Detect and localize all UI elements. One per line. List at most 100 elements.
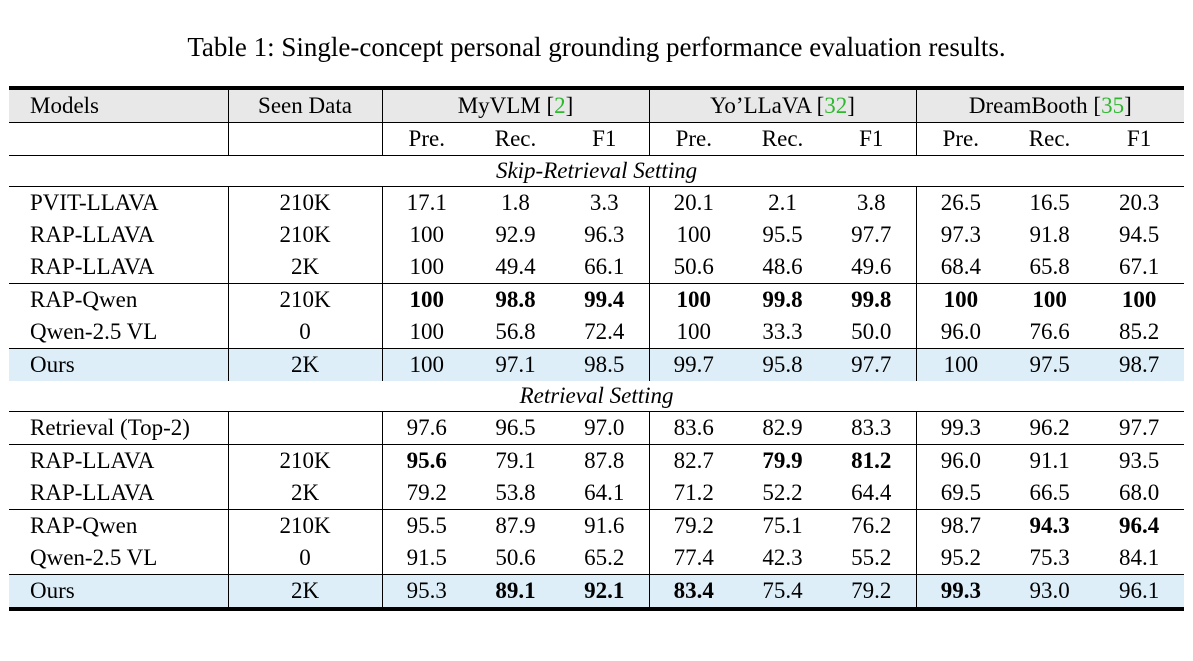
metric-value-cell: 64.4	[827, 477, 917, 510]
seen-data-cell	[228, 411, 383, 445]
table-row: PVIT-LLAVA 210K 17.1 1.8 3.3 20.1 2.1 3.8 26.5 16…	[9, 186, 1184, 219]
metric-value-cell: 77.4	[673, 545, 714, 570]
metric-header: Pre.	[382, 122, 471, 156]
best-value: 89.1	[495, 578, 536, 603]
metric-value-cell: 55.2	[827, 542, 917, 575]
best-value: 92.1	[584, 578, 625, 603]
model-name-cell: Retrieval (Top-2)	[9, 411, 229, 445]
table-body: Skip-Retrieval Setting PVIT-LLAVA 210K 17.1…	[9, 155, 1185, 610]
metric-value-cell: 95.2	[940, 545, 981, 570]
metric-value-cell: 97.0	[560, 411, 650, 445]
table-row: RAP-LLAVA 2K 100 49.4 66.1 50.6 48.6 49.6 68.4 65…	[9, 251, 1184, 284]
table-row: RAP-LLAVA 210K 100 92.9 96.3 100 95.5 97.7 97.3 9…	[9, 219, 1184, 251]
metric-value-cell: 52.2	[762, 480, 803, 505]
citation-link[interactable]: 35	[1101, 93, 1125, 118]
metric-value-cell: 96.4	[1094, 509, 1185, 542]
metric-value-cell: 48.6	[762, 254, 803, 279]
metric-value-cell: 42.3	[762, 545, 803, 570]
best-value: 100	[409, 287, 445, 312]
metric-value-cell: 99.8	[827, 283, 917, 316]
metric-value-cell: 66.1	[560, 251, 650, 284]
header-models: Models	[9, 88, 229, 123]
metric-value-cell: 75.1	[738, 509, 828, 542]
table-row: Qwen-2.5 VL 0 100 56.8 72.4 100 33.3 50.0 96.0 76…	[9, 316, 1184, 349]
metric-header: Rec.	[1005, 122, 1095, 156]
metric-value-cell: 100	[676, 222, 712, 247]
section-row: Retrieval Setting	[9, 381, 1185, 412]
table-row: Ours 2K 95.3 89.1 92.1 83.4 75.4 79.2 99.3 93.0 96…	[9, 574, 1185, 610]
metric-value-cell: 94.5	[1118, 222, 1160, 247]
seen-data-cell: 2K	[228, 574, 383, 610]
metric-value-cell: 97.7	[827, 219, 917, 251]
metric-value-cell: 95.5	[762, 222, 803, 247]
metric-value-cell: 26.5	[940, 190, 981, 215]
metric-value-cell: 65.8	[1029, 254, 1070, 279]
header-group-myvlm: MyVLM [2]	[382, 88, 650, 123]
metric-value-cell: 95.6	[382, 444, 471, 477]
metric-value-cell: 66.5	[1029, 480, 1070, 505]
metric-value-cell: 16.5	[1029, 190, 1070, 215]
model-name-cell: RAP-Qwen	[9, 509, 229, 542]
best-value: 95.6	[406, 448, 447, 473]
metric-value-cell: 72.4	[560, 316, 650, 349]
metric-value-cell: 100	[1005, 283, 1095, 316]
seen-data-cell: 210K	[228, 509, 383, 542]
best-value: 100	[1121, 287, 1157, 312]
model-name-cell: Qwen-2.5 VL	[9, 542, 229, 575]
metric-header: F1	[1094, 122, 1185, 156]
citation-link[interactable]: 2	[554, 93, 566, 118]
metric-value-cell: 100	[676, 319, 712, 344]
model-name-cell: RAP-LLAVA	[9, 251, 229, 284]
metric-value-cell: 64.1	[560, 477, 650, 510]
seen-data-cell: 210K	[228, 283, 383, 316]
metric-value-cell: 71.2	[673, 480, 714, 505]
metric-value-cell: 98.5	[560, 348, 650, 381]
table-row: RAP-Qwen 210K 95.5 87.9 91.6 79.2 75.1 76.2 98.7…	[9, 509, 1185, 542]
metric-value-cell: 94.3	[1005, 509, 1095, 542]
metric-value-cell: 2.1	[768, 190, 797, 215]
best-value: 99.8	[762, 287, 803, 312]
section-title: Skip-Retrieval Setting	[9, 155, 1185, 187]
section-title: Retrieval Setting	[9, 381, 1185, 412]
metric-value-cell: 84.1	[1118, 545, 1160, 570]
header-group-yollava: Yo’LLaVA [32]	[649, 88, 917, 123]
citation-link[interactable]: 32	[824, 93, 848, 118]
metric-value-cell: 20.1	[673, 190, 714, 215]
metric-value-cell: 95.3	[382, 574, 471, 610]
metric-value-cell: 100	[409, 319, 445, 344]
table-row: RAP-Qwen 210K 100 98.8 99.4 100 99.8 99.8 100 100…	[9, 283, 1185, 316]
header-row-groups: Models Seen Data MyVLM [2] Yo’LLaVA [32]…	[9, 88, 1185, 123]
best-value: 81.2	[851, 448, 892, 473]
metric-value-cell: 92.1	[560, 574, 650, 610]
metric-value-cell: 3.3	[560, 186, 650, 219]
header-row-metrics: Pre. Rec. F1 Pre. Rec. F1 Pre. Rec. F1	[9, 122, 1185, 156]
metric-value-cell: 98.8	[471, 283, 560, 316]
table-row: Retrieval (Top-2) 97.6 96.5 97.0 83.6 82.9 83.…	[9, 411, 1184, 445]
best-value: 100	[676, 287, 712, 312]
metric-value-cell: 96.1	[1094, 574, 1185, 610]
best-value: 100	[1032, 287, 1067, 312]
metric-value-cell: 85.2	[1118, 319, 1160, 344]
metric-value-cell: 91.8	[1029, 222, 1070, 247]
metric-value-cell: 82.7	[649, 444, 739, 477]
metric-value-cell: 100	[409, 222, 445, 247]
results-table: Models Seen Data MyVLM [2] Yo’LLaVA [32]…	[9, 86, 1185, 611]
metric-value-cell: 83.3	[827, 411, 917, 445]
metric-value-cell: 100	[382, 283, 471, 316]
best-value: 79.9	[762, 448, 803, 473]
metric-value-cell: 56.8	[495, 319, 536, 344]
metric-value-cell: 79.9	[738, 444, 828, 477]
header-group-dreambooth: DreamBooth [35]	[916, 88, 1185, 123]
header-empty	[9, 122, 229, 156]
metric-header: F1	[827, 122, 917, 156]
metric-value-cell: 69.5	[940, 480, 981, 505]
metric-value-cell: 89.1	[471, 574, 560, 610]
header-empty	[228, 122, 383, 156]
metric-value-cell: 93.5	[1094, 444, 1185, 477]
best-value: 99.4	[584, 287, 625, 312]
metric-value-cell: 97.7	[1118, 415, 1160, 440]
metric-value-cell: 96.0	[916, 444, 1006, 477]
metric-value-cell: 3.8	[827, 186, 917, 219]
metric-value-cell: 79.2	[649, 509, 739, 542]
model-name-cell: RAP-LLAVA	[9, 444, 229, 477]
